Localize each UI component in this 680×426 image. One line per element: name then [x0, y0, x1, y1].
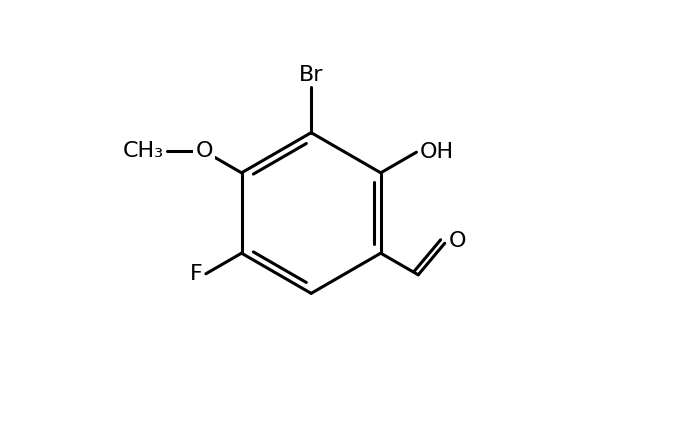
- Text: F: F: [190, 264, 203, 284]
- Text: O: O: [195, 141, 213, 161]
- Text: O: O: [449, 231, 466, 251]
- Text: CH₃: CH₃: [122, 141, 164, 161]
- Text: Br: Br: [299, 65, 324, 85]
- Text: OH: OH: [420, 142, 454, 162]
